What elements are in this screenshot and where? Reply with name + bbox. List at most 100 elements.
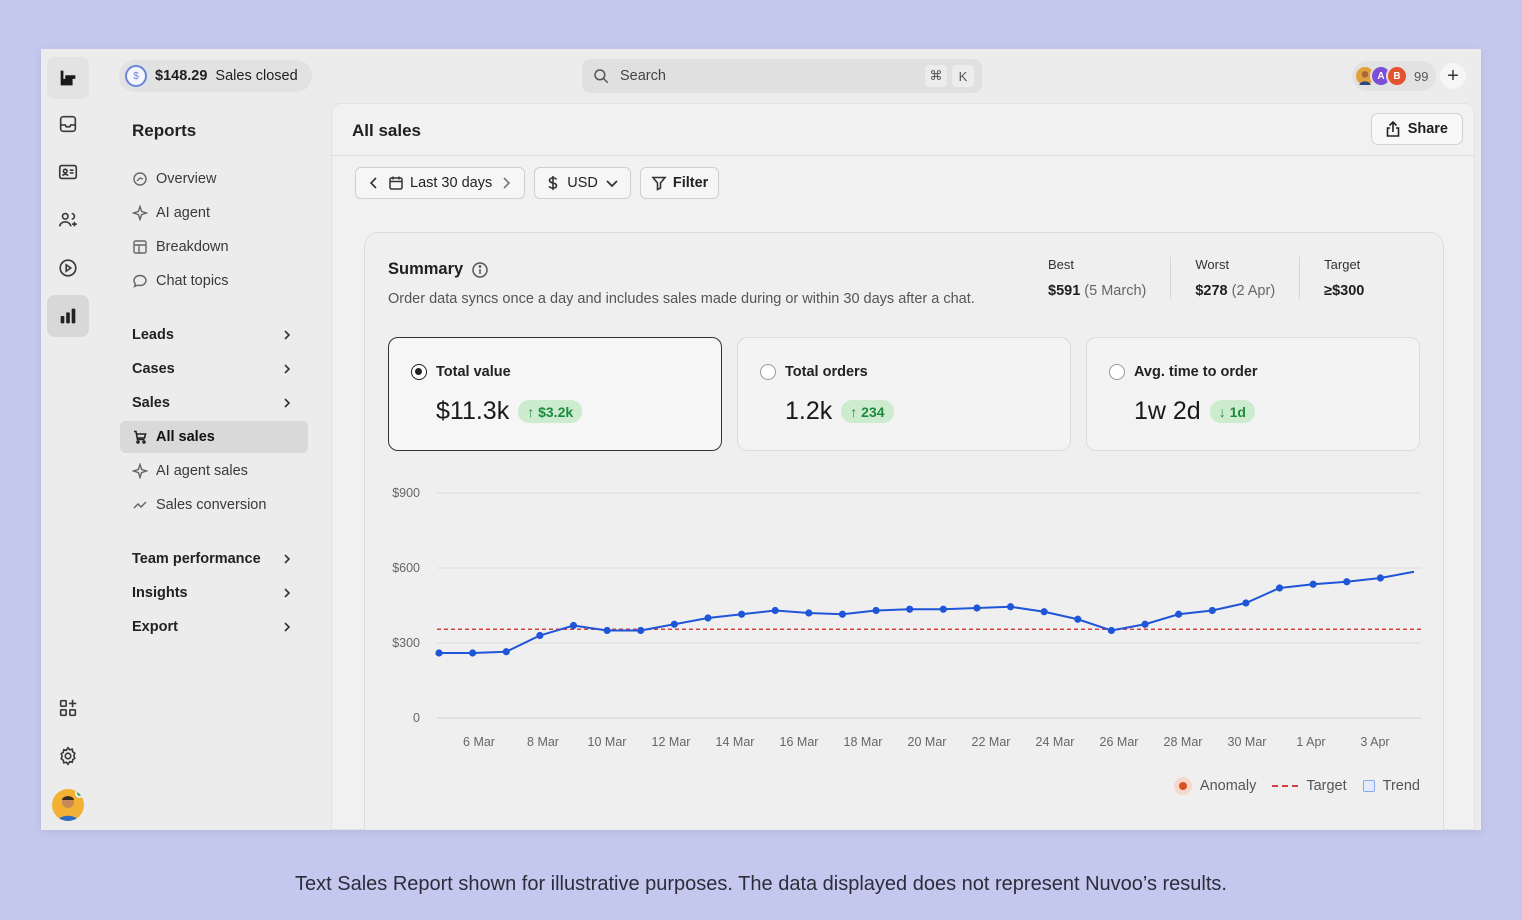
sidebar-item-label: Overview [156, 171, 217, 187]
sidebar-item-breakdown[interactable]: Breakdown [120, 231, 308, 263]
metric-card-total-value[interactable]: Total value $11.3k ↑ $3.2k [388, 337, 722, 451]
add-user-icon[interactable] [47, 199, 89, 241]
metric-label: Avg. time to order [1134, 364, 1258, 380]
stat-value: $591 [1048, 283, 1081, 299]
sidebar-section-label: Sales [132, 395, 170, 411]
legend-target[interactable]: Target [1272, 778, 1347, 794]
data-point [502, 648, 510, 656]
data-point [771, 606, 779, 615]
data-point [637, 626, 645, 635]
date-range-picker[interactable]: Last 30 days [355, 167, 526, 199]
sidebar-title: Reports [132, 121, 197, 140]
chevron-left-icon[interactable] [366, 175, 382, 191]
data-point [973, 604, 981, 612]
apps-icon[interactable] [47, 687, 89, 729]
add-button[interactable]: + [1440, 63, 1466, 89]
trend-icon [133, 501, 147, 509]
share-button[interactable]: Share [1370, 113, 1463, 145]
sidebar-section-label: Cases [132, 361, 175, 377]
data-point [1343, 578, 1351, 586]
x-tick-label: 14 Mar [716, 735, 755, 749]
info-icon[interactable] [471, 261, 489, 279]
x-tick-label: 12 Mar [652, 735, 691, 749]
chevron-right-icon[interactable] [498, 175, 514, 191]
data-point [536, 631, 544, 640]
metric-radio[interactable] [1109, 364, 1125, 380]
inbox-icon[interactable] [47, 103, 89, 145]
page-title: All sales [352, 121, 421, 140]
sales-closed-pill[interactable]: $ $148.29 Sales closed [119, 60, 312, 92]
metric-card-avg-time[interactable]: Avg. time to order 1w 2d ↓ 1d [1086, 337, 1420, 451]
stat-label: Worst [1195, 257, 1230, 272]
data-point [838, 610, 847, 618]
chevron-right-icon [284, 622, 291, 632]
x-tick-label: 18 Mar [844, 735, 883, 749]
contacts-icon[interactable] [47, 151, 89, 193]
data-point [603, 626, 611, 635]
series-line [439, 570, 1415, 654]
sidebar-item-all-sales[interactable]: All sales [120, 421, 308, 453]
metric-label: Total value [436, 364, 511, 380]
sidebar-item-ai-agent-sales[interactable]: AI agent sales [120, 455, 308, 487]
play-icon[interactable] [47, 247, 89, 289]
team-avatars[interactable]: A B 99 [1352, 61, 1437, 91]
date-range-label: Last 30 days [410, 175, 493, 191]
metric-label: Total orders [785, 364, 868, 380]
user-avatar[interactable] [52, 789, 84, 821]
sidebar-section-cases[interactable]: Cases [120, 353, 308, 385]
data-point [435, 649, 443, 657]
data-point [906, 605, 914, 613]
data-point [1376, 574, 1384, 582]
chevron-right-icon [284, 330, 291, 340]
sidebar-section-insights[interactable]: Insights [120, 577, 308, 609]
shortcut-k-key: K [952, 65, 974, 87]
sidebar-item-ai-agent[interactable]: AI agent [120, 197, 308, 229]
main-header: All sales Share [332, 104, 1474, 156]
y-tick-label: $900 [392, 486, 420, 500]
sidebar-section-sales[interactable]: Sales [120, 387, 308, 419]
share-label: Share [1407, 121, 1448, 137]
sparkle-icon [132, 463, 148, 479]
data-point [1074, 615, 1082, 623]
legend-anomaly[interactable]: Anomaly [1173, 777, 1256, 795]
data-point [872, 606, 880, 615]
x-tick-label: 24 Mar [1036, 735, 1075, 749]
sidebar-section-export[interactable]: Export [120, 611, 308, 643]
sidebar-section-leads[interactable]: Leads [120, 319, 308, 351]
legend-trend[interactable]: Trend [1362, 778, 1420, 794]
sidebar-item-overview[interactable]: Overview [120, 163, 308, 195]
sidebar-section-label: Insights [132, 585, 188, 601]
sidebar-item-sales-conversion[interactable]: Sales conversion [120, 489, 308, 521]
reports-sidebar: Reports Overview AI agent Breakdown Chat… [95, 103, 331, 830]
summary-stats: Best $591 (5 March) Worst $278 (2 Apr) T… [1048, 257, 1388, 299]
sidebar-section-label: Export [132, 619, 178, 635]
legend-label: Target [1306, 778, 1347, 794]
trend-checkbox-icon [1362, 780, 1375, 792]
currency-select[interactable]: USD [534, 167, 631, 199]
logo-icon[interactable] [47, 57, 89, 99]
reports-icon[interactable] [47, 295, 89, 337]
chart-legend: Anomaly Target Trend [1173, 777, 1420, 795]
search-input[interactable]: Search ⌘ K [582, 59, 982, 93]
x-tick-label: 8 Mar [527, 735, 559, 749]
settings-icon[interactable] [47, 735, 89, 777]
x-tick-label: 28 Mar [1164, 735, 1203, 749]
anomaly-marker-icon [1173, 777, 1192, 795]
metric-radio[interactable] [760, 364, 776, 380]
metric-radio[interactable] [411, 364, 427, 380]
metric-value: 1w 2d [1134, 397, 1201, 425]
stat-target: Target ≥$300 [1299, 257, 1388, 299]
summary-description: Order data syncs once a day and includes… [388, 291, 975, 307]
data-point [1040, 608, 1048, 616]
sales-line-chart: $900 $600 $300 0 6 Mar 8 Mar 10 Mar 12 Mar 14 Ma… [392, 486, 1421, 749]
sidebar-section-team-performance[interactable]: Team performance [120, 543, 308, 575]
stat-label: Best [1048, 257, 1075, 272]
stat-best: Best $591 (5 March) [1048, 257, 1170, 299]
filter-button[interactable]: Filter [639, 167, 720, 199]
sidebar-item-chat-topics[interactable]: Chat topics [120, 265, 308, 297]
metric-card-total-orders[interactable]: Total orders 1.2k ↑ 234 [737, 337, 1071, 451]
team-avatar: B [1386, 65, 1408, 87]
app-window: $ $148.29 Sales closed Search ⌘ K A B 99… [41, 49, 1481, 830]
sparkle-icon [132, 205, 148, 221]
filter-icon [651, 176, 667, 191]
